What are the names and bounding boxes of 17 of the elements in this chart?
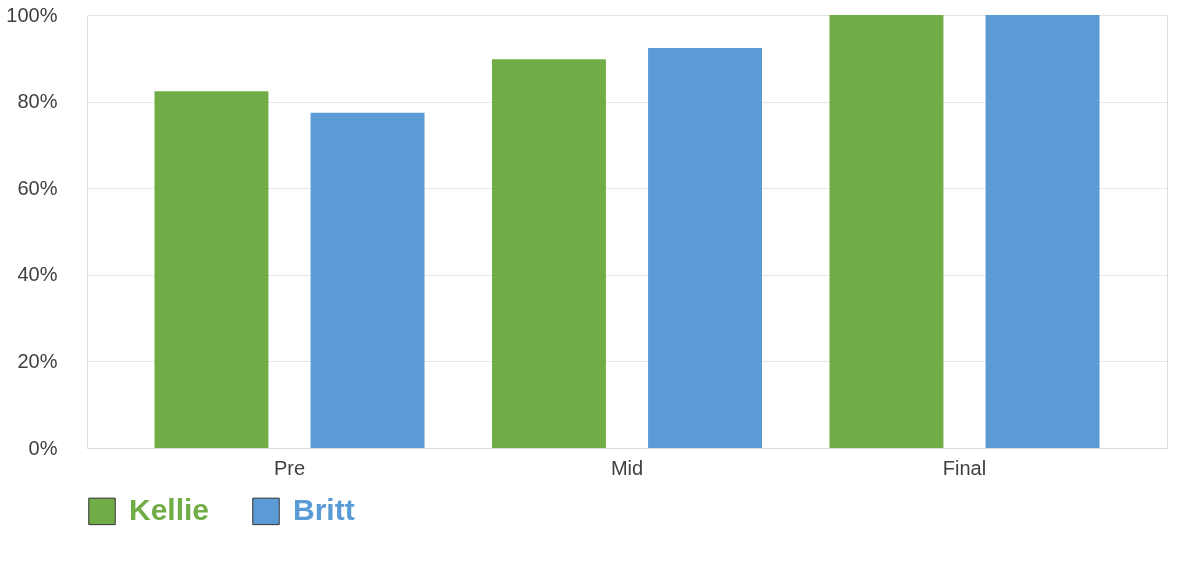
- bar: [310, 112, 425, 448]
- bar: [648, 47, 762, 448]
- legend-label: Britt: [293, 493, 355, 527]
- x-tick-label: Mid: [610, 456, 644, 479]
- bar: [985, 15, 1100, 448]
- bar: [492, 59, 606, 448]
- legend-label: Kellie: [129, 493, 210, 527]
- y-tick-label: 40%: [17, 263, 58, 286]
- y-tick-label: 60%: [17, 176, 58, 199]
- y-tick-label: 80%: [17, 90, 58, 113]
- y-tick-label: 0%: [28, 436, 58, 459]
- bar: [829, 15, 944, 448]
- y-tick-label: 20%: [17, 349, 58, 372]
- x-tick-label: Final: [942, 456, 987, 479]
- bar: [154, 91, 269, 448]
- x-tick-label: Pre: [273, 456, 306, 479]
- y-tick-label: 100%: [6, 3, 58, 26]
